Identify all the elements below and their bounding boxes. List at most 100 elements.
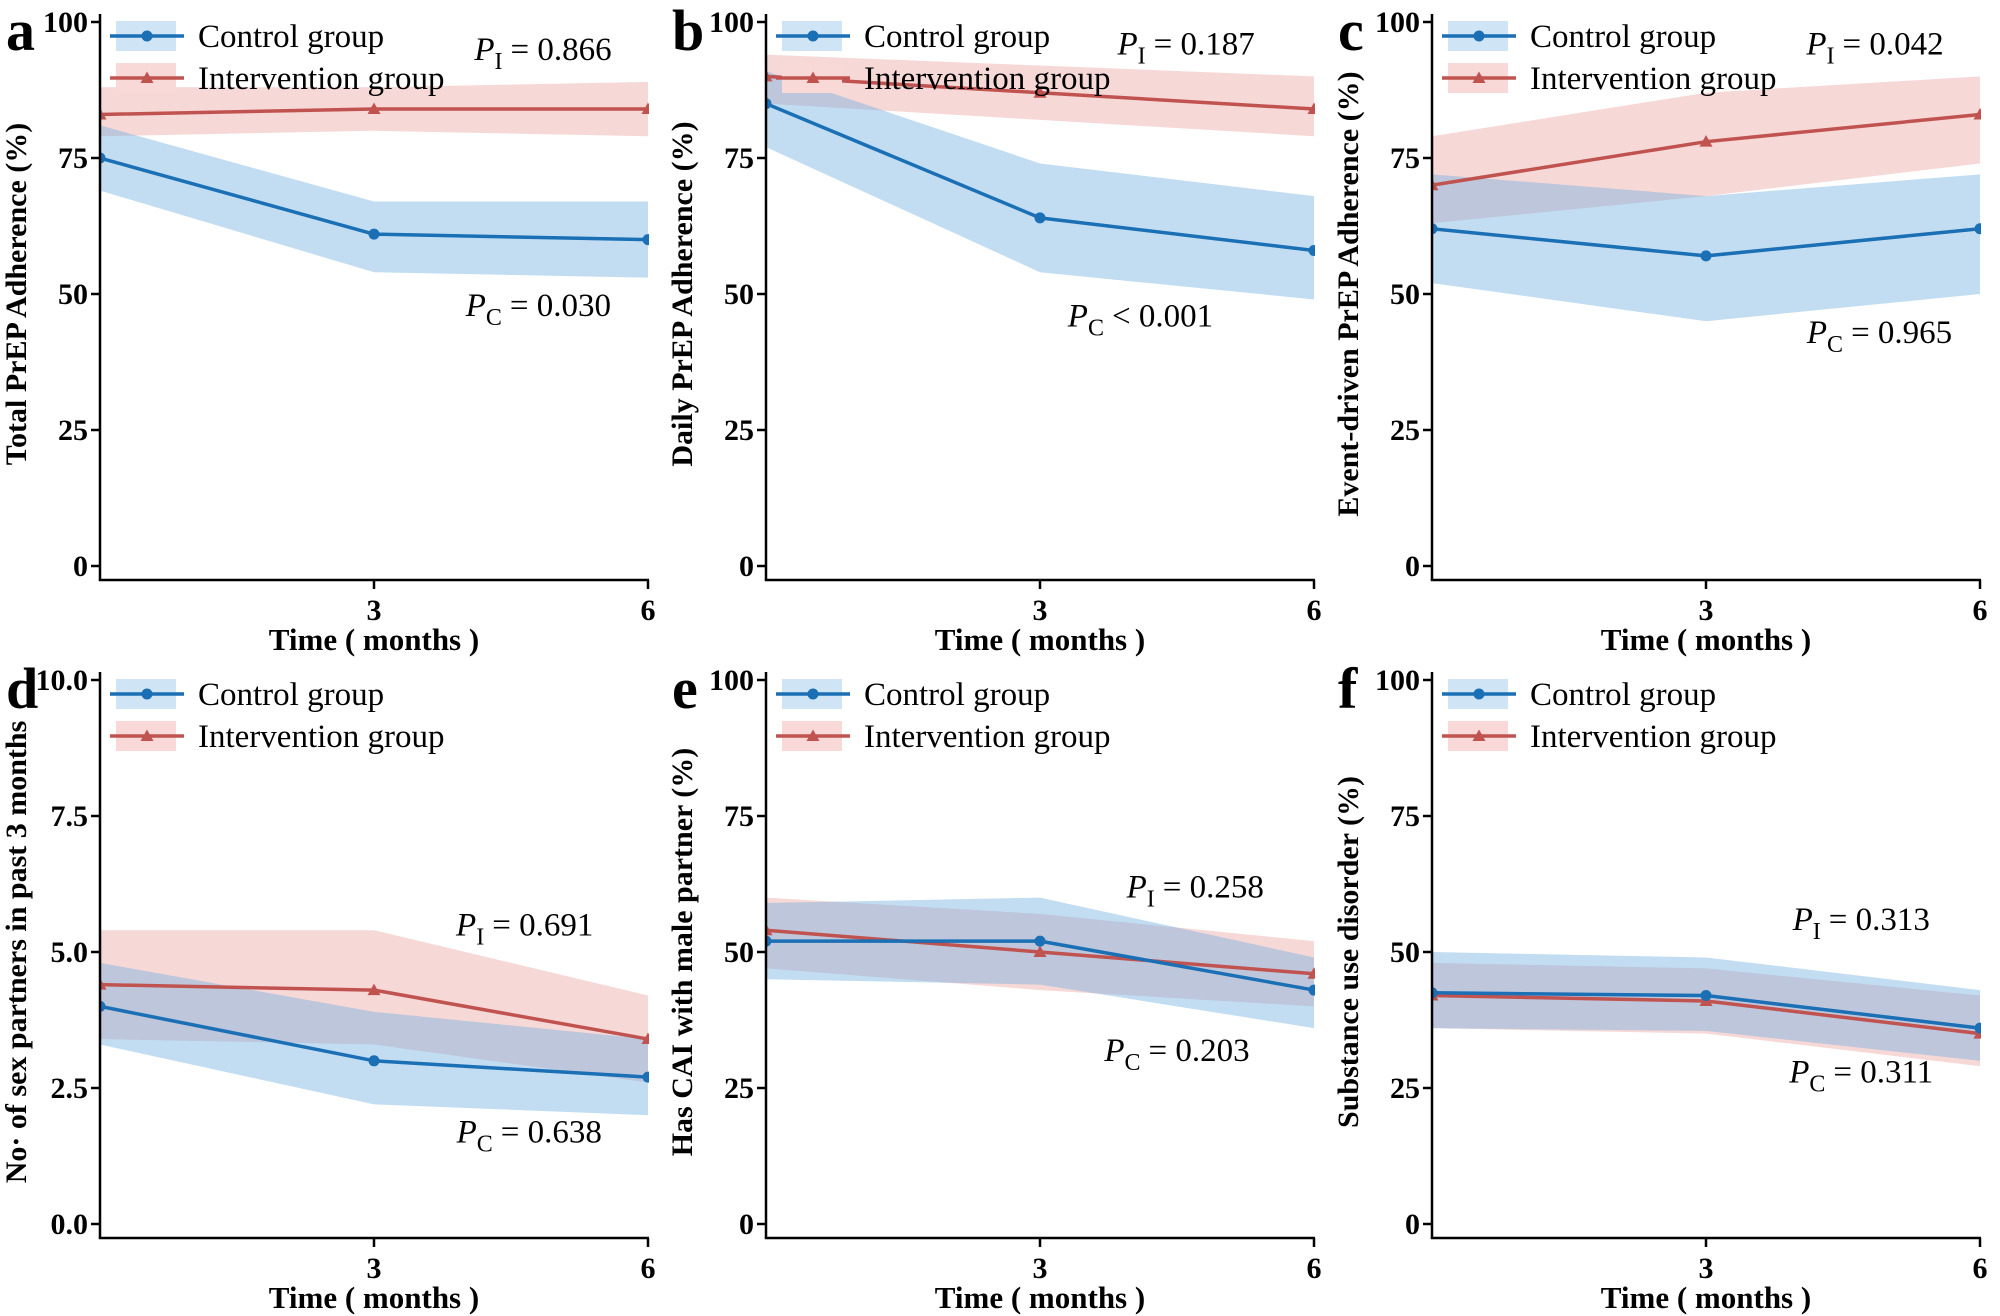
plot-area <box>100 930 649 1116</box>
x-tick-label: 3 <box>1033 594 1048 627</box>
control-marker-circle <box>368 228 380 240</box>
control-marker-circle <box>1974 223 1981 235</box>
y-tick-label: 0 <box>1405 550 1420 583</box>
intervention-legend-marker <box>806 71 820 83</box>
y-tick-label: 50 <box>724 278 754 311</box>
intervention-marker-triangle <box>1307 967 1315 979</box>
intervention-legend-marker <box>1472 71 1486 83</box>
legend-item-intervention: Intervention group <box>110 61 445 97</box>
intervention-confidence-band <box>1432 76 1980 224</box>
p-interaction-annotation: PI = 0.187 <box>1116 27 1254 70</box>
intervention-marker-triangle <box>100 978 107 990</box>
panel-letter: a <box>6 0 35 63</box>
y-tick-label: 50 <box>1390 278 1420 311</box>
legend-item-intervention: Intervention group <box>776 61 1111 97</box>
intervention-marker-triangle <box>1973 107 1981 120</box>
p-comparison-annotation: PC = 0.030 <box>465 288 611 331</box>
control-marker-circle <box>642 1071 649 1083</box>
intervention-marker-triangle <box>367 983 381 996</box>
x-tick-label: 3 <box>1699 1252 1714 1285</box>
y-axis-title: Daily PrEP Adherence (%) <box>666 121 699 466</box>
x-tick-label: 6 <box>1307 1252 1322 1285</box>
chart-total-prep-adherence: 0 25 50 75 100 3 6 Total PrEP Adherence (%) Time… <box>0 6 656 657</box>
p-interaction-annotation: PI = 0.258 <box>1126 870 1264 913</box>
control-marker-circle <box>766 98 772 110</box>
chart-sex-partners: 0.0 2.5 5.0 7.5 10.0 3 6 No· of sex partners in… <box>0 664 656 1315</box>
legend-label-intervention: Intervention group <box>864 719 1111 755</box>
y-tick-label: 0 <box>739 1208 754 1241</box>
panel-letter: c <box>1338 0 1364 63</box>
legend-item-intervention: Intervention group <box>1442 61 1777 97</box>
intervention-legend-marker <box>140 729 154 741</box>
p-interaction-annotation: PI = 0.691 <box>455 908 593 951</box>
intervention-marker-triangle <box>100 107 107 120</box>
control-marker-circle <box>1034 935 1046 947</box>
x-tick-label: 6 <box>1973 1252 1988 1285</box>
y-tick-label: 100 <box>1375 664 1420 697</box>
x-axis-title: Time ( months ) <box>1601 622 1811 657</box>
p-comparison-annotation: PC = 0.638 <box>456 1114 602 1157</box>
intervention-marker-triangle <box>641 1032 649 1045</box>
x-axis-title: Time ( months ) <box>269 1280 479 1315</box>
panel-f: 0 25 50 75 100 3 6 Substance use disorder (%) Ti… <box>1332 658 1998 1316</box>
y-tick-label: 100 <box>709 664 754 697</box>
legend-item-intervention: Intervention group <box>776 719 1111 755</box>
intervention-confidence-band <box>1432 962 1980 1067</box>
intervention-marker-triangle <box>1033 945 1047 957</box>
x-tick-label: 3 <box>1033 1252 1048 1285</box>
p-comparison-annotation: PC < 0.001 <box>1067 299 1213 342</box>
plot-area <box>766 54 1315 300</box>
control-legend-marker <box>807 30 819 42</box>
legend-item-intervention: Intervention group <box>1442 719 1777 755</box>
y-tick-label: 75 <box>58 142 88 175</box>
x-axis-title: Time ( months ) <box>1601 1280 1811 1315</box>
y-tick-label: 2.5 <box>51 1072 89 1105</box>
x-axis-title: Time ( months ) <box>269 622 479 657</box>
control-marker-circle <box>1308 984 1315 996</box>
x-axis-title: Time ( months ) <box>935 622 1145 657</box>
panel-e: 0 25 50 75 100 3 6 Has CAI with male partner (%… <box>666 658 1332 1316</box>
panel-letter: b <box>672 0 705 63</box>
intervention-confidence-band <box>100 930 648 1083</box>
y-axis-title: Event-driven PrEP Adherence (%) <box>1332 71 1365 516</box>
control-marker-circle <box>368 1055 380 1067</box>
p-comparison-annotation: PC = 0.965 <box>1806 315 1952 358</box>
intervention-marker-triangle <box>367 102 381 115</box>
control-marker-circle <box>1432 987 1438 999</box>
legend-item-control: Control group <box>110 677 384 713</box>
panel-c: 0 25 50 75 100 3 6 Event-driven PrEP Adherence … <box>1332 0 1998 658</box>
y-tick-label: 100 <box>1375 6 1420 39</box>
panel-letter: e <box>672 656 698 721</box>
intervention-marker-triangle <box>766 923 773 936</box>
chart-substance-use-disorder: 0 25 50 75 100 3 6 Substance use disorder (%) Ti… <box>1332 664 1988 1315</box>
legend: Control group Intervention group <box>110 677 445 755</box>
legend-label-control: Control group <box>864 19 1050 55</box>
control-marker-circle <box>1432 223 1438 235</box>
y-tick-label: 75 <box>1390 142 1420 175</box>
legend-label-control: Control group <box>864 677 1050 713</box>
legend-item-intervention: Intervention group <box>110 719 445 755</box>
y-tick-label: 25 <box>724 414 754 447</box>
y-tick-label: 0 <box>73 550 88 583</box>
legend-label-control: Control group <box>1530 677 1716 713</box>
intervention-legend-marker <box>806 729 820 741</box>
legend-label-control: Control group <box>1530 19 1716 55</box>
y-axis-title: Total PrEP Adherence (%) <box>0 123 33 465</box>
y-tick-label: 0 <box>1405 1208 1420 1241</box>
control-confidence-band <box>1432 952 1980 1061</box>
y-tick-label: 0 <box>739 550 754 583</box>
legend-label-control: Control group <box>198 677 384 713</box>
legend: Control group Intervention group <box>110 19 445 97</box>
y-tick-label: 75 <box>724 800 754 833</box>
intervention-legend-marker <box>140 71 154 83</box>
control-confidence-band <box>766 897 1314 1029</box>
y-axis-title: Substance use disorder (%) <box>1332 776 1365 1128</box>
legend-item-control: Control group <box>110 19 384 55</box>
control-marker-circle <box>1700 990 1712 1002</box>
intervention-marker-triangle <box>766 69 773 82</box>
y-tick-label: 0.0 <box>51 1208 89 1241</box>
control-marker-circle <box>1974 1022 1981 1034</box>
panel-a: 0 25 50 75 100 3 6 Total PrEP Adherence (%) Time… <box>0 0 666 658</box>
panel-b: 0 25 50 75 100 3 6 Daily PrEP Adherence (%) Time… <box>666 0 1332 658</box>
